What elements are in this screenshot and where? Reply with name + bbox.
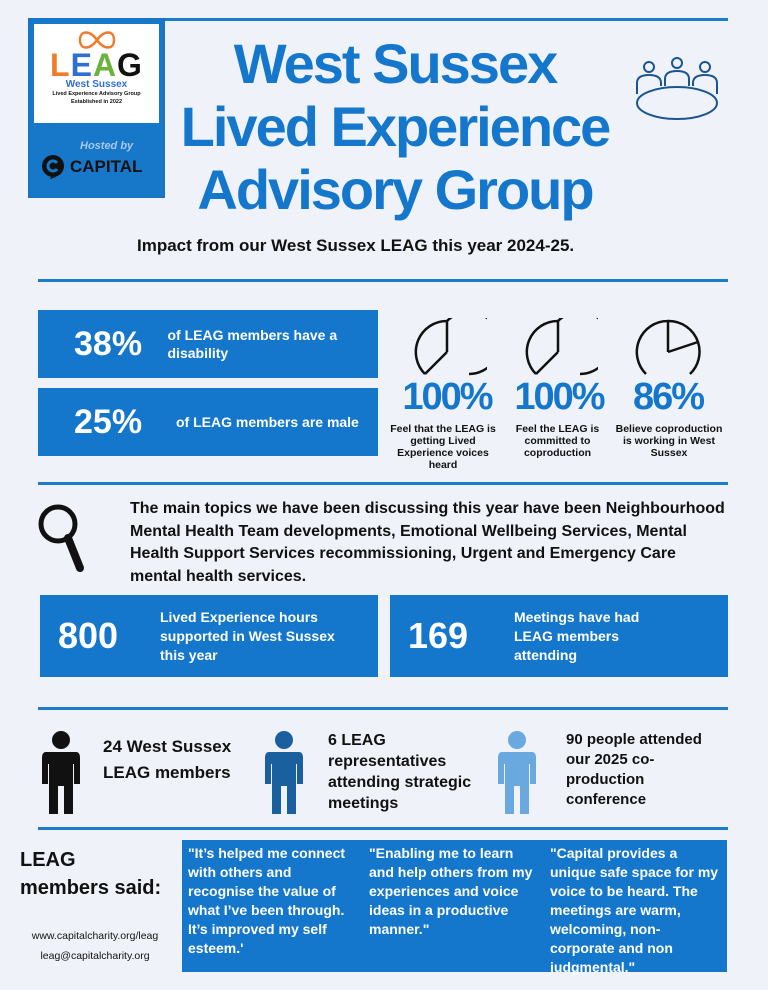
quotes-heading: LEAG members said: (20, 849, 162, 899)
page-title: West Sussex Lived Experience Advisory Gr… (170, 32, 620, 221)
infinity-heads-icon (78, 31, 116, 49)
count-value: 800 (58, 615, 119, 656)
page-subtitle: Impact from our West Sussex LEAG this ye… (137, 236, 575, 255)
stat-value: 38% (74, 324, 143, 363)
survey-caption: Feel the LEAG is committed to coproducti… (515, 423, 600, 459)
count-label: Meetings have had LEAG members attending (514, 608, 640, 663)
survey-percent: 100% (514, 376, 605, 418)
logo-full-name: Lived Experience Advisory Group (52, 91, 141, 97)
meeting-table-icon (636, 57, 718, 120)
logo-letter: A (92, 47, 118, 83)
title-line: Lived Experience (180, 95, 612, 158)
quotes-box: "It’s helped me connect with others and … (182, 840, 727, 975)
person-icon (498, 731, 536, 814)
quote: "Capital provides a unique safe space fo… (550, 845, 719, 975)
survey-percent: 100% (402, 376, 493, 418)
capital-name: CAPITAL (70, 157, 143, 176)
magnifier-icon (38, 504, 84, 572)
count-value: 169 (408, 615, 469, 656)
people-stat: 90 people attended our 2025 co-productio… (566, 731, 702, 808)
logo-established: Established in 2022 (70, 99, 123, 105)
capital-logo: CAPITAL (40, 153, 142, 181)
stat-box-disability: 38% of LEAG members have a disability (38, 310, 378, 378)
leag-logo: LEAG West Sussex Lived Experience Adviso… (28, 18, 165, 198)
title-line: Advisory Group (197, 158, 594, 221)
count-box-hours: 800 Lived Experience hours supported in W… (40, 595, 378, 677)
topics-text: The main topics we have been discussing … (130, 500, 725, 585)
divider (38, 482, 728, 485)
survey-caption: Believe coproduction is working in West … (615, 423, 723, 459)
capital-c-icon (42, 155, 64, 179)
quote: "Enabling me to learn and help others fr… (369, 845, 533, 937)
title-line: West Sussex (233, 32, 558, 95)
count-box-meetings: 169 Meetings have had LEAG members attend… (390, 595, 728, 677)
divider (38, 707, 728, 710)
divider (38, 827, 728, 830)
website-link[interactable]: www.capitalcharity.org/leag (31, 930, 159, 942)
quote: "It’s helped me connect with others and … (188, 845, 346, 956)
hosted-by-label: Hosted by (80, 140, 134, 152)
people-stat: 24 West Sussex LEAG members (103, 737, 232, 782)
stat-box-male: 25% of LEAG members are male (38, 388, 378, 456)
survey-percent: 86% (632, 376, 705, 418)
stat-label: of LEAG members have a disability (167, 327, 338, 361)
divider (38, 279, 728, 282)
logo-letter: E (70, 47, 93, 83)
pie-outline-icon (635, 319, 701, 375)
survey-caption: Feel that the LEAG is getting Lived Expe… (390, 423, 496, 471)
pie-outline-icon (525, 318, 598, 376)
person-icon (42, 731, 80, 814)
email-link[interactable]: leag@capitalcharity.org (40, 950, 150, 962)
divider (165, 18, 728, 21)
logo-letter: G (117, 47, 143, 83)
stat-value: 25% (74, 402, 143, 441)
count-label: Lived Experience hours supported in West… (160, 608, 335, 663)
people-stat: 6 LEAG representatives attending strateg… (328, 732, 472, 812)
pie-outline-icon (414, 318, 487, 376)
logo-region: West Sussex (65, 79, 128, 90)
stat-label: of LEAG members are male (176, 414, 359, 430)
person-icon (265, 731, 303, 814)
logo-letter: L (50, 47, 71, 83)
